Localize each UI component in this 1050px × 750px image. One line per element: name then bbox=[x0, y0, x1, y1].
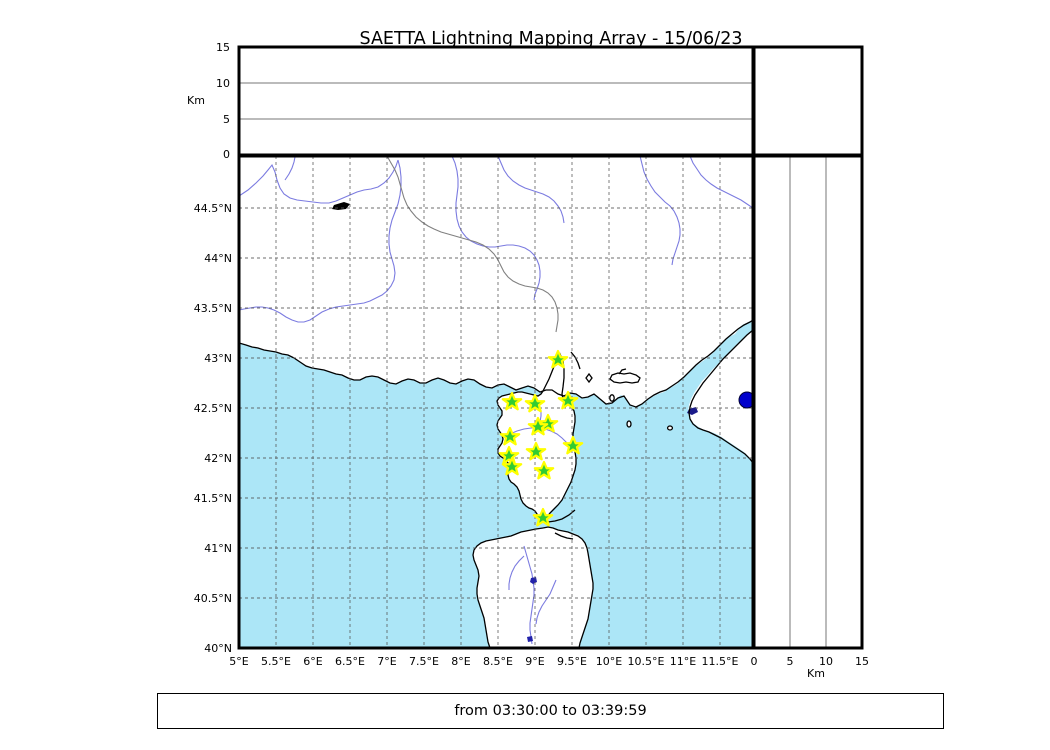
station-marker[interactable] bbox=[547, 349, 569, 369]
lon-tick-8: 8°E bbox=[451, 655, 470, 668]
lat-tick-43.5: 43.5°N bbox=[194, 302, 232, 315]
lat-tick-40: 40°N bbox=[204, 642, 232, 655]
top-panel-background bbox=[239, 47, 753, 155]
top-ytick-10: 10 bbox=[216, 77, 230, 90]
lon-tick-7.5: 7.5°E bbox=[409, 655, 439, 668]
top-panel-gridlines bbox=[239, 82, 753, 120]
lat-tick-41: 41°N bbox=[204, 542, 232, 555]
station-marker[interactable] bbox=[524, 393, 546, 413]
top-panel-ylabel: Km bbox=[187, 94, 205, 107]
lon-tick-11.5: 11.5°E bbox=[702, 655, 739, 668]
lon-tick-8.5: 8.5°E bbox=[483, 655, 513, 668]
corner-panel-background bbox=[754, 47, 862, 155]
lon-tick-7: 7°E bbox=[377, 655, 396, 668]
station-markers-layer bbox=[498, 349, 584, 527]
right-xtick-0: 0 bbox=[751, 655, 758, 668]
lon-tick-6.5: 6.5°E bbox=[335, 655, 365, 668]
status-bar: from 03:30:00 to 03:39:59 bbox=[157, 693, 944, 729]
lake-sardinia-2 bbox=[527, 636, 533, 642]
right-xtick-5: 5 bbox=[787, 655, 794, 668]
landmass-continental-europe bbox=[239, 156, 753, 407]
island-elba bbox=[610, 373, 640, 383]
station-marker[interactable] bbox=[562, 435, 584, 455]
top-ytick-15: 15 bbox=[216, 41, 230, 54]
page-title: SAETTA Lightning Mapping Array - 15/06/2… bbox=[360, 29, 743, 49]
lon-tick-10: 10°E bbox=[596, 655, 622, 668]
lon-tick-11: 11°E bbox=[670, 655, 696, 668]
right-panel-xtick-labels: 0 5 10 15 Km bbox=[751, 655, 870, 680]
lon-tick-5.5: 5.5°E bbox=[261, 655, 291, 668]
lon-tick-9.5: 9.5°E bbox=[557, 655, 587, 668]
right-xtick-15: 15 bbox=[855, 655, 869, 668]
lon-tick-6: 6°E bbox=[303, 655, 322, 668]
right-height-panel bbox=[752, 154, 864, 650]
top-panel-ytick-labels: 15 10 5 0 Km bbox=[187, 41, 230, 161]
islet-capraia bbox=[609, 394, 615, 402]
map-lat-tick-labels: 44.5°N 44°N 43.5°N 43°N 42.5°N 42°N 41.5… bbox=[194, 202, 232, 655]
map-lon-tick-labels: 5°E 5.5°E 6°E 6.5°E 7°E 7.5°E 8°E 8.5°E … bbox=[229, 655, 738, 668]
lon-tick-9: 9°E bbox=[525, 655, 544, 668]
right-panel-gridlines bbox=[789, 156, 827, 648]
top-ytick-5: 5 bbox=[223, 113, 230, 126]
lat-tick-41.5: 41.5°N bbox=[194, 492, 232, 505]
station-marker[interactable] bbox=[532, 507, 554, 527]
status-bar-text: from 03:30:00 to 03:39:59 bbox=[454, 703, 647, 719]
lat-tick-40.5: 40.5°N bbox=[194, 592, 232, 605]
landmass-sardinia bbox=[473, 527, 593, 648]
station-marker[interactable] bbox=[557, 390, 579, 410]
landmass-corsica bbox=[497, 355, 576, 521]
lon-tick-5: 5°E bbox=[229, 655, 248, 668]
station-marker[interactable] bbox=[501, 456, 523, 476]
corner-panel bbox=[752, 45, 864, 157]
station-marker[interactable] bbox=[527, 416, 549, 436]
source-markers-layer bbox=[738, 391, 755, 409]
station-marker[interactable] bbox=[501, 391, 523, 411]
station-marker[interactable] bbox=[498, 445, 520, 465]
station-marker[interactable] bbox=[499, 426, 521, 446]
lat-tick-42.5: 42.5°N bbox=[194, 402, 232, 415]
country-borders-layer bbox=[386, 156, 559, 333]
islet-montecristo bbox=[627, 421, 631, 427]
map-panel bbox=[237, 154, 755, 650]
lat-tick-42: 42°N bbox=[204, 452, 232, 465]
right-panel-frame bbox=[752, 154, 864, 650]
station-marker[interactable] bbox=[537, 413, 559, 433]
lat-tick-44: 44°N bbox=[204, 252, 232, 265]
lon-tick-10.5: 10.5°E bbox=[628, 655, 665, 668]
islet-giglio bbox=[667, 426, 673, 430]
rivers-layer bbox=[239, 156, 753, 645]
lat-tick-43: 43°N bbox=[204, 352, 232, 365]
right-panel-background bbox=[754, 156, 862, 648]
station-marker[interactable] bbox=[533, 460, 555, 480]
right-panel-xlabel: Km bbox=[807, 667, 825, 680]
top-ytick-0: 0 bbox=[223, 148, 230, 161]
top-height-panel bbox=[237, 45, 755, 157]
lat-tick-44.5: 44.5°N bbox=[194, 202, 232, 215]
map-gridlines bbox=[239, 156, 753, 648]
vhf-source-marker[interactable] bbox=[738, 391, 755, 409]
landmass-italy-tuscany bbox=[688, 330, 753, 462]
station-marker[interactable] bbox=[525, 441, 547, 461]
right-xtick-10: 10 bbox=[819, 655, 833, 668]
